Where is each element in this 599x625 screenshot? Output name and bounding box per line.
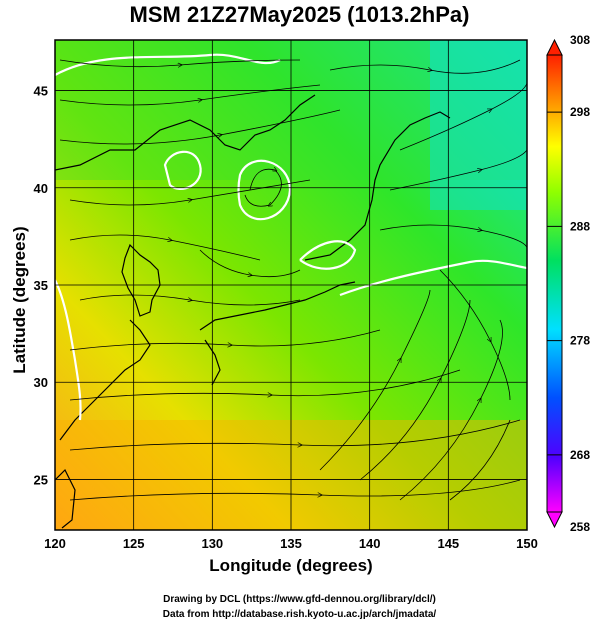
colorbar-tick-label: 288: [570, 219, 590, 233]
x-axis-label: Longitude (degrees): [55, 556, 527, 576]
colorbar-bottom-arrow: [547, 512, 562, 527]
y-tick-label: 35: [34, 278, 48, 293]
x-tick-label: 145: [437, 536, 459, 551]
y-tick-label: 45: [34, 84, 48, 99]
y-tick-label: 25: [34, 472, 48, 487]
latitude-tick-labels: 25 30 35 40 45: [34, 84, 48, 488]
x-tick-label: 130: [201, 536, 223, 551]
x-tick-label: 150: [516, 536, 538, 551]
credit-data: Data from http://database.rish.kyoto-u.a…: [0, 609, 599, 620]
colorbar: 308 298 288 278 268 258: [547, 33, 590, 534]
x-tick-label: 135: [280, 536, 302, 551]
x-tick-label: 140: [359, 536, 381, 551]
colorbar-gradient: [547, 55, 562, 512]
y-tick-label: 40: [34, 181, 48, 196]
credit-drawing: Drawing by DCL (https://www.gfd-dennou.o…: [0, 594, 599, 605]
colorbar-top-arrow: [547, 40, 562, 55]
colorbar-tick-label: 298: [570, 105, 590, 119]
y-axis-label: Latitude (degrees): [10, 190, 30, 410]
longitude-tick-labels: 120 125 130 135 140 145 150: [44, 536, 538, 551]
colorbar-tick-label: 268: [570, 448, 590, 462]
y-tick-label: 30: [34, 375, 48, 390]
x-tick-label: 120: [44, 536, 66, 551]
colorbar-tick-label: 258: [570, 520, 590, 534]
x-tick-label: 125: [123, 536, 145, 551]
colorbar-tick-label: 308: [570, 33, 590, 47]
colorbar-tick-label: 278: [570, 334, 590, 348]
